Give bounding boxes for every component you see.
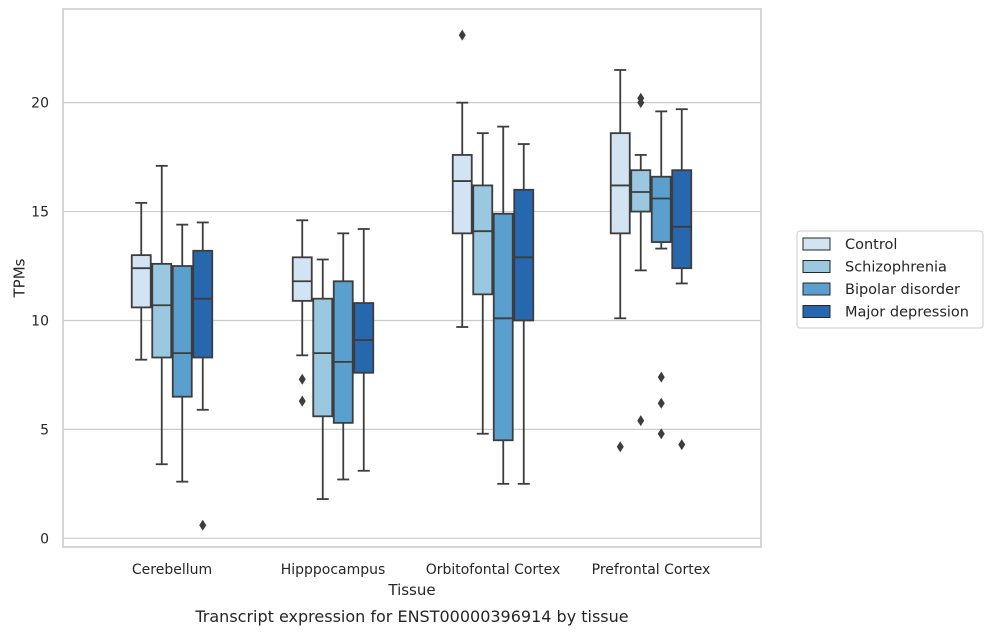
iqr-box	[671, 169, 693, 270]
outlier-point	[458, 29, 466, 41]
box-bipolar-disorder	[171, 223, 193, 483]
box-schizophrenia	[151, 164, 173, 466]
x-tick-label: Cerebellum	[132, 562, 212, 578]
chart-caption: Transcript expression for ENST0000039691…	[194, 607, 628, 626]
legend-label: Bipolar disorder	[845, 282, 960, 298]
outlier-point	[637, 92, 645, 104]
iqr-box	[151, 262, 173, 359]
plot-frame	[62, 8, 762, 548]
iqr-box	[609, 132, 631, 235]
box-major-depression	[192, 221, 214, 531]
iqr-box	[192, 249, 214, 359]
box-control	[451, 29, 473, 328]
box-schizophrenia	[630, 92, 652, 427]
legend: Control Schizophrenia Bipolar disorder Majo…	[796, 230, 984, 329]
y-tick-label: 0	[40, 531, 49, 547]
iqr-box	[291, 256, 313, 302]
outlier-point	[616, 441, 624, 453]
iqr-box	[353, 302, 375, 374]
iqr-box	[332, 280, 354, 424]
iqr-box	[451, 154, 473, 235]
x-tick-label: Hipppocampus	[281, 562, 386, 578]
y-tick-label: 20	[31, 96, 49, 112]
box-control	[291, 219, 313, 407]
iqr-box	[492, 212, 514, 442]
box-major-depression	[671, 108, 693, 451]
iqr-box	[130, 254, 152, 309]
legend-label: Major depression	[845, 305, 969, 321]
iqr-box	[630, 169, 652, 213]
iqr-box	[312, 297, 334, 418]
y-tick-label: 5	[40, 422, 49, 438]
box-major-depression	[513, 143, 535, 485]
box-control	[130, 201, 152, 361]
legend-swatch	[802, 305, 831, 318]
x-tick-label: Prefrontal Cortex	[592, 562, 711, 578]
legend-swatch	[802, 260, 831, 273]
legend-frame	[796, 230, 984, 329]
y-tick-label: 10	[31, 313, 49, 329]
outlier-point	[678, 439, 686, 451]
iqr-box	[171, 265, 193, 398]
x-axis-ticks: Cerebellum Hipppocampus Orbitofontal Corte…	[132, 562, 710, 578]
iqr-box	[513, 188, 535, 322]
legend-swatch	[802, 282, 831, 296]
y-axis-ticks: 0 5 10 15 20	[31, 96, 49, 548]
legend-swatch	[802, 237, 831, 251]
iqr-box	[472, 184, 494, 296]
legend-label: Control	[845, 237, 897, 253]
legend-label: Schizophrenia	[845, 260, 947, 276]
outlier-point	[657, 397, 665, 409]
outlier-point	[298, 373, 306, 385]
box-schizophrenia	[312, 258, 334, 500]
box-bipolar-disorder	[492, 125, 514, 485]
outlier-point	[199, 519, 207, 531]
box-control	[609, 69, 631, 453]
outlier-point	[637, 415, 645, 427]
box-bipolar-disorder	[650, 110, 672, 440]
y-tick-label: 15	[31, 205, 49, 221]
boxes	[130, 29, 693, 531]
outlier-point	[657, 428, 665, 440]
x-tick-label: Orbitofontal Cortex	[426, 562, 561, 578]
outlier-point	[657, 371, 665, 383]
outlier-point	[298, 395, 306, 407]
box-major-depression	[353, 228, 375, 472]
x-axis-label: Tissue	[387, 581, 435, 599]
iqr-box	[650, 175, 672, 243]
box-bipolar-disorder	[332, 232, 354, 481]
box-schizophrenia	[472, 132, 494, 435]
y-axis-label: TPMs	[11, 258, 29, 298]
